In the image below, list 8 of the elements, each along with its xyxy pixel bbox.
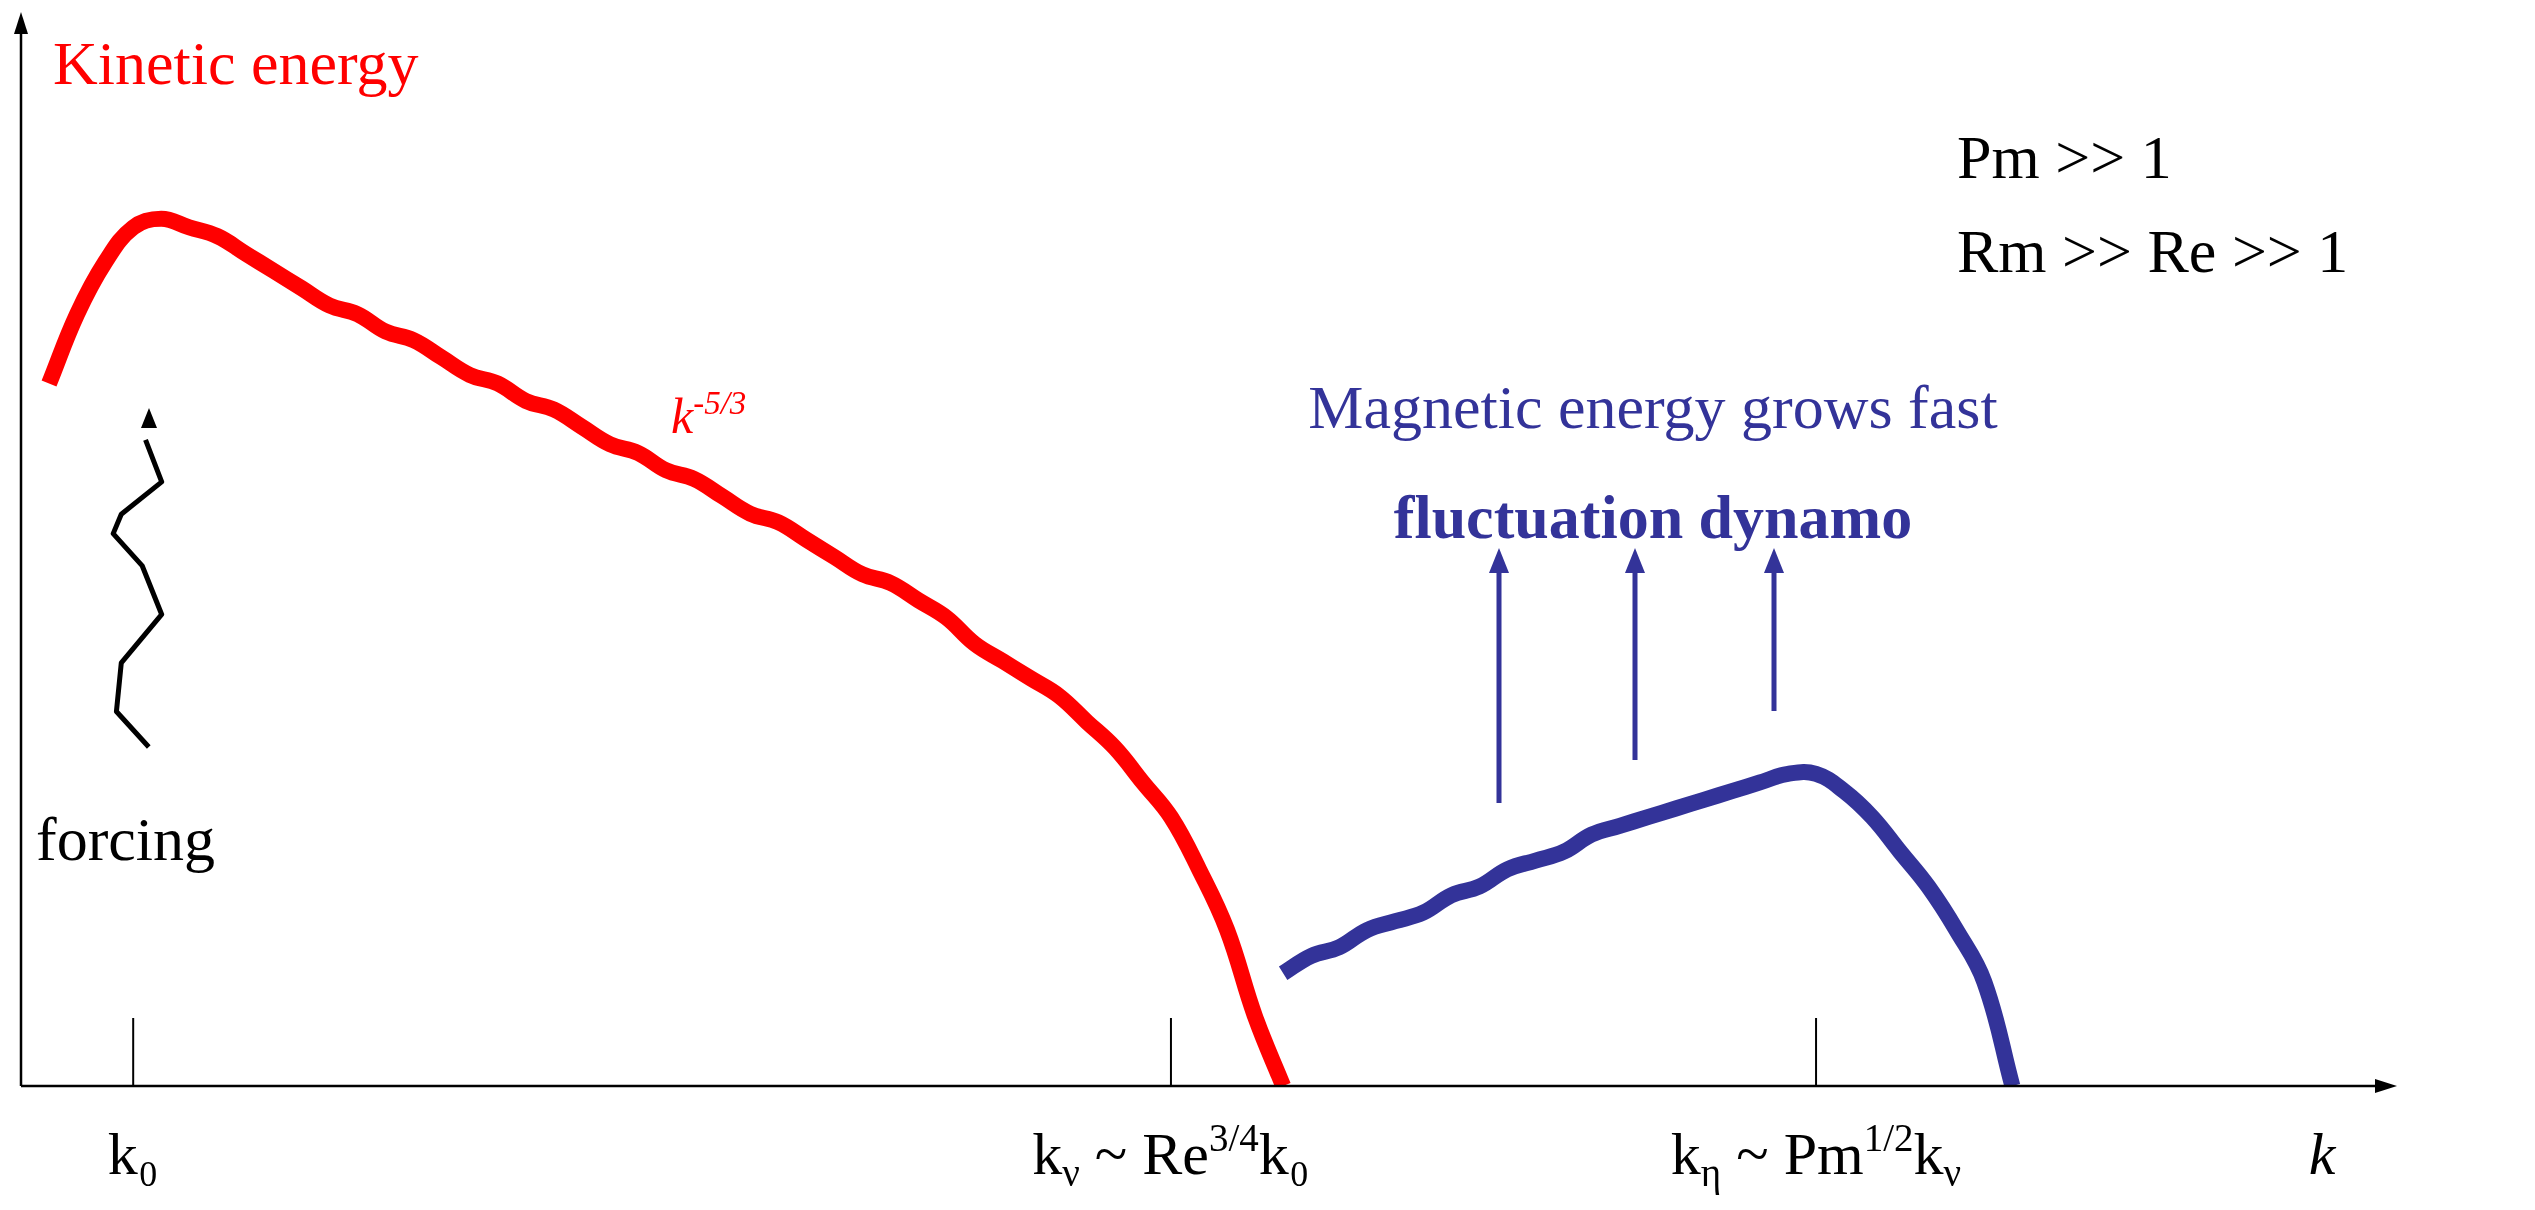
text: Pm >> 1: [1957, 123, 2172, 191]
text: Magnetic energy grows fast: [1308, 373, 1998, 441]
x-axis-title: k: [2308, 1121, 2337, 1187]
annotation: Rm >> Re >> 1: [1957, 217, 2349, 285]
x-tick-label: k₀: [107, 1121, 159, 1187]
annotation: fluctuation dynamo: [1393, 483, 1913, 551]
annotation: forcing: [36, 805, 216, 873]
text: Kinetic energy: [53, 29, 419, 97]
